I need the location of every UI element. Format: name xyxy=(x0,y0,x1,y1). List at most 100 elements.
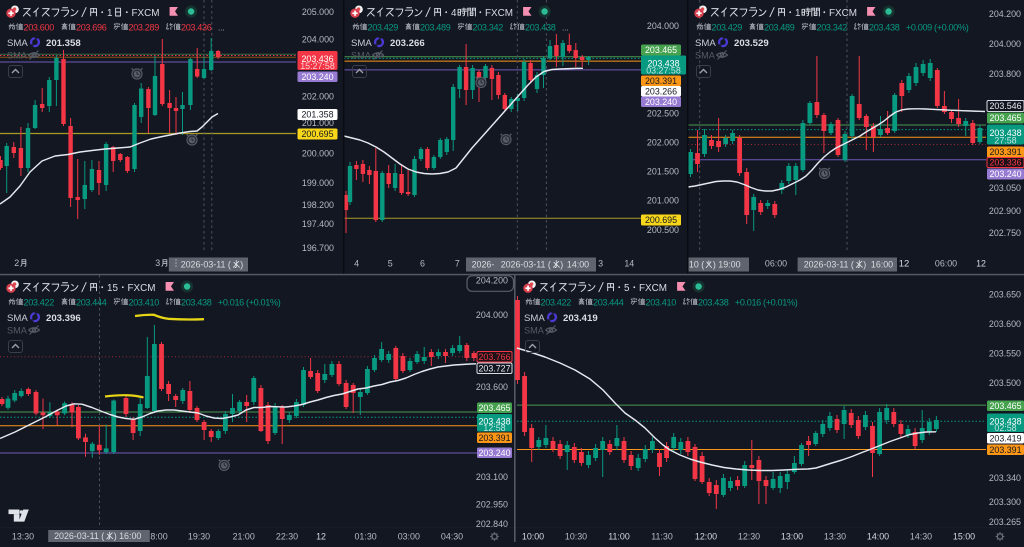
svg-text:200.695: 200.695 xyxy=(645,215,677,225)
svg-text:203.600: 203.600 xyxy=(476,382,508,392)
svg-text:SMA: SMA xyxy=(695,38,716,49)
svg-text:204.000: 204.000 xyxy=(476,310,508,320)
svg-text:1: 1 xyxy=(107,8,113,19)
svg-text:203.465: 203.465 xyxy=(989,113,1021,123)
svg-text:203.342: 203.342 xyxy=(473,23,504,33)
svg-text:203.500: 203.500 xyxy=(989,378,1021,388)
svg-text:03:27:58: 03:27:58 xyxy=(646,66,681,76)
svg-text:01:30: 01:30 xyxy=(354,532,376,542)
svg-text:2026-03-11 (: 2026-03-11 ( xyxy=(181,260,231,270)
svg-text:203.438: 203.438 xyxy=(989,416,1021,426)
svg-text:203.422: 203.422 xyxy=(24,298,55,308)
svg-text:15:27:58: 15:27:58 xyxy=(300,61,335,71)
svg-text:203.727: 203.727 xyxy=(478,363,510,373)
svg-text:201.358: 201.358 xyxy=(46,38,81,49)
svg-text:5: 5 xyxy=(624,283,630,294)
svg-text:204.000: 204.000 xyxy=(302,35,334,45)
svg-text:204.200: 204.200 xyxy=(989,9,1021,19)
svg-text:203.546: 203.546 xyxy=(989,101,1021,111)
svg-text:203.436: 203.436 xyxy=(301,54,333,64)
svg-text:) 19:00: ) 19:00 xyxy=(713,260,741,270)
svg-text:202.840: 202.840 xyxy=(476,519,508,529)
svg-text:203.391: 203.391 xyxy=(645,76,677,86)
svg-text:SMA: SMA xyxy=(7,326,28,336)
svg-text:203.419: 203.419 xyxy=(989,433,1021,443)
svg-text:SMA: SMA xyxy=(7,313,28,324)
svg-text:+0.009 (+0.00%): +0.009 (+0.00%) xyxy=(906,23,969,33)
svg-text:FXCM: FXCM xyxy=(128,283,156,294)
svg-text:10 (: 10 ( xyxy=(689,260,704,270)
svg-text:203.489: 203.489 xyxy=(420,23,451,33)
svg-text:203.265: 203.265 xyxy=(989,517,1021,527)
svg-text:): ) xyxy=(863,260,866,270)
svg-text:203.391: 203.391 xyxy=(989,147,1021,157)
svg-text:203.438: 203.438 xyxy=(698,298,729,308)
svg-text:203.766: 203.766 xyxy=(478,352,510,362)
svg-text:...: ... xyxy=(562,23,569,33)
svg-text:12:58: 12:58 xyxy=(483,423,505,433)
svg-text:197.400: 197.400 xyxy=(302,219,334,229)
svg-text:) 16:00: ) 16:00 xyxy=(114,531,142,541)
svg-text:14:00: 14:00 xyxy=(567,260,589,270)
svg-text:200.695: 200.695 xyxy=(301,129,333,139)
svg-text:5: 5 xyxy=(388,258,393,268)
svg-text:204.200: 204.200 xyxy=(476,276,508,286)
svg-text:203.438: 203.438 xyxy=(478,416,510,426)
svg-text:201.000: 201.000 xyxy=(302,118,334,128)
svg-text:21:00: 21:00 xyxy=(233,532,255,542)
svg-text:2026-03-11 (: 2026-03-11 ( xyxy=(804,260,854,270)
svg-text:203.240: 203.240 xyxy=(301,72,333,82)
svg-text:203.489: 203.489 xyxy=(764,23,795,33)
svg-text:203.438: 203.438 xyxy=(989,128,1021,138)
svg-text:202.500: 202.500 xyxy=(647,108,679,118)
svg-text:203.650: 203.650 xyxy=(989,289,1021,299)
svg-text:199.000: 199.000 xyxy=(302,178,334,188)
svg-text:6: 6 xyxy=(420,258,425,268)
svg-text:203.240: 203.240 xyxy=(645,97,677,107)
svg-text:203.336: 203.336 xyxy=(989,158,1021,168)
svg-text:14:30: 14:30 xyxy=(910,532,932,542)
svg-text:2026-03-11 (: 2026-03-11 ( xyxy=(54,531,104,541)
svg-text:SMA: SMA xyxy=(524,326,545,336)
svg-text:203.696: 203.696 xyxy=(76,23,107,33)
svg-text:FXCM: FXCM xyxy=(829,8,857,19)
svg-text:203.266: 203.266 xyxy=(645,87,677,97)
svg-text:203.410: 203.410 xyxy=(646,298,677,308)
svg-text:203.266: 203.266 xyxy=(390,38,425,49)
svg-text:203.436: 203.436 xyxy=(181,23,212,33)
svg-text:02:58: 02:58 xyxy=(994,423,1016,433)
svg-text:14:00: 14:00 xyxy=(867,532,889,542)
svg-text:203.438: 203.438 xyxy=(181,298,212,308)
svg-text:22:30: 22:30 xyxy=(276,532,298,542)
svg-text:203.300: 203.300 xyxy=(989,497,1021,507)
svg-text:15: 15 xyxy=(107,283,118,294)
svg-text:FXCM: FXCM xyxy=(132,8,160,19)
svg-text:4: 4 xyxy=(451,8,457,19)
svg-text:10:30: 10:30 xyxy=(565,532,587,542)
svg-text:203.438: 203.438 xyxy=(869,23,900,33)
svg-text:202.750: 202.750 xyxy=(989,228,1021,238)
svg-text:13:00: 13:00 xyxy=(781,532,803,542)
svg-text:13:30: 13:30 xyxy=(12,532,34,542)
svg-text:8:00: 8:00 xyxy=(150,532,167,542)
svg-text:+0.016 (+0.01%): +0.016 (+0.01%) xyxy=(735,298,798,308)
svg-text:203.600: 203.600 xyxy=(989,319,1021,329)
svg-text:203.465: 203.465 xyxy=(645,45,677,55)
svg-text:203.050: 203.050 xyxy=(989,183,1021,193)
svg-text:13:30: 13:30 xyxy=(824,532,846,542)
svg-text:2: 2 xyxy=(14,258,19,268)
svg-text:198.200: 198.200 xyxy=(302,200,334,210)
svg-text:12: 12 xyxy=(316,532,326,542)
svg-text:FXCM: FXCM xyxy=(639,283,667,294)
svg-text:11:00: 11:00 xyxy=(608,532,630,542)
svg-text:203.240: 203.240 xyxy=(989,169,1021,179)
svg-text:201.000: 201.000 xyxy=(647,196,679,206)
svg-text:14: 14 xyxy=(624,258,634,268)
svg-text:...: ... xyxy=(218,23,225,33)
svg-text:203.391: 203.391 xyxy=(989,445,1021,455)
svg-text:): ) xyxy=(560,260,563,270)
svg-text:203.410: 203.410 xyxy=(129,298,160,308)
svg-text:203.396: 203.396 xyxy=(46,313,81,324)
svg-text:12: 12 xyxy=(976,258,986,268)
svg-text:202.950: 202.950 xyxy=(476,500,508,510)
